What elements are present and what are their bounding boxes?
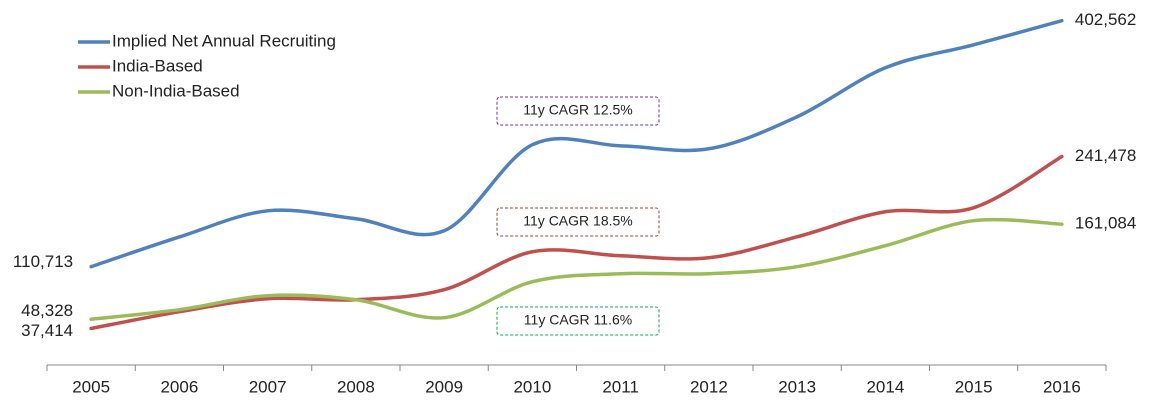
value-label: 241,478 bbox=[1075, 146, 1136, 165]
x-tick-label: 2008 bbox=[337, 377, 375, 396]
x-tick-label: 2015 bbox=[955, 377, 993, 396]
cagr-box bbox=[496, 96, 660, 126]
x-tick-label: 2012 bbox=[690, 377, 728, 396]
value-label: 37,414 bbox=[21, 321, 73, 340]
value-label: 161,084 bbox=[1075, 214, 1136, 233]
legend-label: Non-India-Based bbox=[112, 81, 240, 100]
x-tick-label: 2011 bbox=[602, 377, 639, 396]
cagr-box bbox=[496, 207, 660, 237]
legend-label: Implied Net Annual Recruiting bbox=[112, 31, 336, 50]
series-line bbox=[89, 217, 1064, 322]
x-tick-label: 2006 bbox=[160, 377, 198, 396]
series-line bbox=[89, 18, 1064, 269]
legend-label: India-Based bbox=[112, 56, 203, 75]
cagr-label: 11y CAGR 11.6% bbox=[524, 312, 632, 328]
x-tick-label: 2005 bbox=[72, 377, 110, 396]
cagr-label: 11y CAGR 18.5% bbox=[523, 213, 632, 229]
x-tick-label: 2009 bbox=[425, 377, 463, 396]
x-tick-label: 2016 bbox=[1043, 377, 1081, 396]
x-tick-label: 2013 bbox=[778, 377, 816, 396]
value-label: 48,328 bbox=[21, 301, 73, 320]
value-label: 110,713 bbox=[13, 252, 73, 271]
value-label: 402,562 bbox=[1075, 10, 1136, 29]
cagr-label: 11y CAGR 12.5% bbox=[523, 102, 632, 118]
series-line bbox=[89, 154, 1064, 331]
x-tick-label: 2007 bbox=[249, 377, 287, 396]
cagr-box bbox=[496, 306, 660, 336]
x-tick-label: 2014 bbox=[866, 377, 904, 396]
x-tick-label: 2010 bbox=[513, 377, 551, 396]
